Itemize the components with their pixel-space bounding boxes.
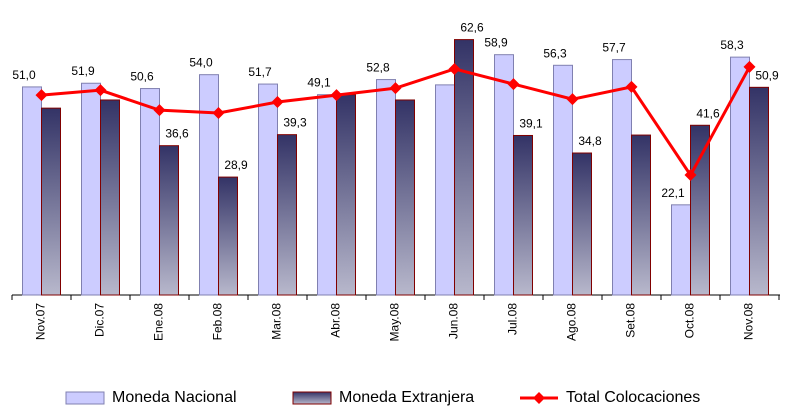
bar bbox=[572, 152, 592, 296]
bar bbox=[631, 134, 651, 296]
bar bbox=[258, 83, 278, 296]
marker bbox=[625, 80, 638, 93]
legend-swatch bbox=[65, 391, 105, 405]
data-label: 57,7 bbox=[602, 41, 626, 55]
bar bbox=[435, 84, 455, 296]
bar bbox=[730, 56, 750, 296]
data-label: 58,3 bbox=[720, 38, 744, 52]
marker bbox=[94, 84, 107, 97]
x-tick-label: Set.08 bbox=[624, 303, 638, 338]
bar bbox=[612, 59, 632, 296]
marker bbox=[153, 104, 166, 117]
x-tick-label: Jul.08 bbox=[506, 303, 520, 335]
data-label: 49,1 bbox=[307, 76, 331, 90]
legend-label: Moneda Nacional bbox=[112, 389, 237, 406]
data-label: 51,9 bbox=[71, 64, 95, 78]
x-tick-label: Nov.08 bbox=[742, 303, 756, 340]
data-label: 50,6 bbox=[130, 70, 154, 84]
bar bbox=[100, 99, 120, 296]
data-label: 41,6 bbox=[696, 106, 720, 120]
x-tick-label: May.08 bbox=[388, 303, 402, 342]
legend-marker bbox=[533, 392, 545, 404]
bar bbox=[690, 124, 710, 296]
bar bbox=[513, 134, 533, 296]
bar bbox=[159, 145, 179, 296]
bar bbox=[199, 74, 219, 296]
x-tick-label: Ago.08 bbox=[565, 303, 579, 341]
data-label: 52,8 bbox=[366, 61, 390, 75]
bar bbox=[317, 94, 337, 296]
marker bbox=[35, 89, 48, 102]
bar bbox=[41, 107, 61, 296]
bar bbox=[218, 176, 238, 296]
bar bbox=[22, 86, 42, 296]
bar bbox=[81, 82, 101, 296]
marker bbox=[566, 93, 579, 106]
x-tick-label: Nov.07 bbox=[34, 303, 48, 340]
marker bbox=[330, 89, 343, 102]
bar bbox=[277, 134, 297, 296]
marker bbox=[507, 78, 520, 91]
bar bbox=[454, 39, 474, 296]
x-tick-label: Feb.08 bbox=[211, 303, 225, 341]
bar bbox=[494, 54, 514, 296]
data-label: 51,7 bbox=[248, 65, 272, 79]
x-tick-label: Jun.08 bbox=[447, 303, 461, 339]
x-tick-label: Abr.08 bbox=[329, 303, 343, 338]
legend-label: Total Colocaciones bbox=[566, 389, 700, 406]
bar bbox=[336, 94, 356, 296]
data-label: 54,0 bbox=[189, 56, 213, 70]
x-tick-label: Dic.07 bbox=[93, 303, 107, 337]
marker bbox=[212, 107, 225, 120]
x-tick-label: Oct.08 bbox=[683, 303, 697, 339]
marker bbox=[743, 60, 756, 73]
marker bbox=[271, 96, 284, 109]
data-label: 50,9 bbox=[755, 68, 779, 82]
marker bbox=[448, 62, 461, 75]
bar bbox=[140, 88, 160, 296]
data-label: 62,6 bbox=[460, 21, 484, 35]
x-tick-label: Ene.08 bbox=[152, 303, 166, 341]
bar bbox=[749, 86, 769, 296]
data-label: 34,8 bbox=[578, 134, 602, 148]
data-label: 22,1 bbox=[661, 186, 685, 200]
marker bbox=[389, 82, 402, 95]
bar bbox=[395, 99, 415, 296]
legend-label: Moneda Extranjera bbox=[339, 389, 474, 406]
legend-swatch bbox=[292, 391, 332, 405]
marker bbox=[684, 169, 697, 182]
data-label: 36,6 bbox=[165, 127, 189, 141]
data-label: 39,1 bbox=[519, 116, 543, 130]
data-label: 51,0 bbox=[12, 68, 36, 82]
data-label: 39,3 bbox=[283, 116, 307, 130]
data-label: 28,9 bbox=[224, 158, 248, 172]
bar bbox=[671, 204, 691, 296]
data-label: 58,9 bbox=[484, 36, 508, 50]
x-tick-label: Mar.08 bbox=[270, 303, 284, 340]
data-label: 56,3 bbox=[543, 46, 567, 60]
bar bbox=[376, 79, 396, 296]
